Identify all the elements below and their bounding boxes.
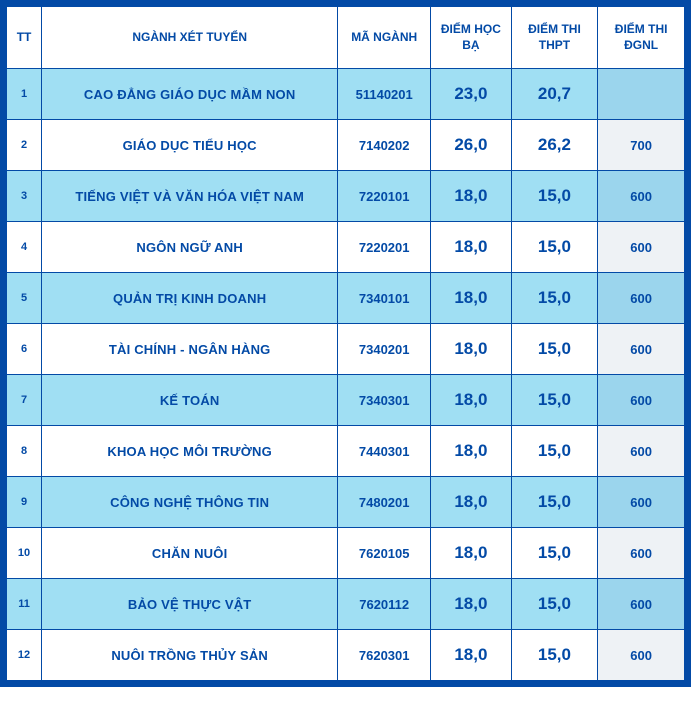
table-row: 1 CAO ĐẲNG GIÁO DỤC MẦM NON 51140201 23,… (7, 69, 685, 120)
cell-code: 7340201 (338, 324, 431, 375)
table-row: 10 CHĂN NUÔI 7620105 18,0 15,0 600 (7, 528, 685, 579)
cell-name: TÀI CHÍNH - NGÂN HÀNG (42, 324, 338, 375)
cell-thpt: 15,0 (511, 171, 598, 222)
cell-tt: 2 (7, 120, 42, 171)
cell-name: TIẾNG VIỆT VÀ VĂN HÓA VIỆT NAM (42, 171, 338, 222)
cell-dgnl: 600 (598, 324, 685, 375)
col-header-thpt: ĐIỂM THI THPT (511, 7, 598, 69)
cell-hb: 18,0 (431, 579, 511, 630)
table-row: 12 NUÔI TRỒNG THỦY SẢN 7620301 18,0 15,0… (7, 630, 685, 681)
cell-dgnl (598, 69, 685, 120)
cell-name: KHOA HỌC MÔI TRƯỜNG (42, 426, 338, 477)
cell-dgnl: 600 (598, 426, 685, 477)
cell-code: 7220201 (338, 222, 431, 273)
cell-code: 7340301 (338, 375, 431, 426)
cell-hb: 18,0 (431, 630, 511, 681)
cell-hb: 23,0 (431, 69, 511, 120)
cell-code: 7340101 (338, 273, 431, 324)
cell-name: NGÔN NGỮ ANH (42, 222, 338, 273)
cell-thpt: 15,0 (511, 222, 598, 273)
table-row: 11 BẢO VỆ THỰC VẬT 7620112 18,0 15,0 600 (7, 579, 685, 630)
cell-hb: 18,0 (431, 528, 511, 579)
cell-hb: 18,0 (431, 426, 511, 477)
cell-tt: 12 (7, 630, 42, 681)
cell-tt: 10 (7, 528, 42, 579)
cell-hb: 18,0 (431, 273, 511, 324)
cell-name: GIÁO DỤC TIỂU HỌC (42, 120, 338, 171)
cell-tt: 7 (7, 375, 42, 426)
cell-hb: 18,0 (431, 171, 511, 222)
cell-name: BẢO VỆ THỰC VẬT (42, 579, 338, 630)
cell-name: CHĂN NUÔI (42, 528, 338, 579)
cell-code: 7140202 (338, 120, 431, 171)
table-row: 5 QUẢN TRỊ KINH DOANH 7340101 18,0 15,0 … (7, 273, 685, 324)
cell-dgnl: 700 (598, 120, 685, 171)
table-row: 8 KHOA HỌC MÔI TRƯỜNG 7440301 18,0 15,0 … (7, 426, 685, 477)
cell-dgnl: 600 (598, 273, 685, 324)
table-row: 2 GIÁO DỤC TIỂU HỌC 7140202 26,0 26,2 70… (7, 120, 685, 171)
cell-tt: 5 (7, 273, 42, 324)
cell-name: CAO ĐẲNG GIÁO DỤC MẦM NON (42, 69, 338, 120)
cell-dgnl: 600 (598, 528, 685, 579)
cell-thpt: 15,0 (511, 273, 598, 324)
cell-tt: 4 (7, 222, 42, 273)
col-header-dgnl: ĐIỂM THI ĐGNL (598, 7, 685, 69)
table-row: 3 TIẾNG VIỆT VÀ VĂN HÓA VIỆT NAM 7220101… (7, 171, 685, 222)
cell-tt: 1 (7, 69, 42, 120)
cell-thpt: 15,0 (511, 324, 598, 375)
cell-thpt: 15,0 (511, 477, 598, 528)
cell-thpt: 15,0 (511, 630, 598, 681)
cell-tt: 3 (7, 171, 42, 222)
cell-hb: 26,0 (431, 120, 511, 171)
cell-code: 7620105 (338, 528, 431, 579)
cell-hb: 18,0 (431, 222, 511, 273)
cell-hb: 18,0 (431, 324, 511, 375)
cell-dgnl: 600 (598, 477, 685, 528)
cell-code: 51140201 (338, 69, 431, 120)
col-header-hb: ĐIỂM HỌC BẠ (431, 7, 511, 69)
table-body: 1 CAO ĐẲNG GIÁO DỤC MẦM NON 51140201 23,… (7, 69, 685, 681)
cell-code: 7620112 (338, 579, 431, 630)
col-header-tt: TT (7, 7, 42, 69)
cell-tt: 11 (7, 579, 42, 630)
admissions-table: TT NGÀNH XÉT TUYỂN MÃ NGÀNH ĐIỂM HỌC BẠ … (6, 6, 685, 681)
table-frame: TT NGÀNH XÉT TUYỂN MÃ NGÀNH ĐIỂM HỌC BẠ … (0, 0, 691, 687)
cell-tt: 9 (7, 477, 42, 528)
cell-dgnl: 600 (598, 375, 685, 426)
cell-thpt: 15,0 (511, 528, 598, 579)
cell-tt: 6 (7, 324, 42, 375)
cell-name: NUÔI TRỒNG THỦY SẢN (42, 630, 338, 681)
cell-code: 7220101 (338, 171, 431, 222)
table-header-row: TT NGÀNH XÉT TUYỂN MÃ NGÀNH ĐIỂM HỌC BẠ … (7, 7, 685, 69)
table-row: 7 KẾ TOÁN 7340301 18,0 15,0 600 (7, 375, 685, 426)
table-row: 4 NGÔN NGỮ ANH 7220201 18,0 15,0 600 (7, 222, 685, 273)
cell-code: 7440301 (338, 426, 431, 477)
cell-name: KẾ TOÁN (42, 375, 338, 426)
cell-name: QUẢN TRỊ KINH DOANH (42, 273, 338, 324)
cell-dgnl: 600 (598, 171, 685, 222)
cell-code: 7480201 (338, 477, 431, 528)
cell-thpt: 15,0 (511, 426, 598, 477)
table-row: 6 TÀI CHÍNH - NGÂN HÀNG 7340201 18,0 15,… (7, 324, 685, 375)
cell-tt: 8 (7, 426, 42, 477)
cell-hb: 18,0 (431, 375, 511, 426)
cell-name: CÔNG NGHỆ THÔNG TIN (42, 477, 338, 528)
cell-dgnl: 600 (598, 579, 685, 630)
cell-thpt: 15,0 (511, 579, 598, 630)
cell-code: 7620301 (338, 630, 431, 681)
col-header-code: MÃ NGÀNH (338, 7, 431, 69)
cell-dgnl: 600 (598, 630, 685, 681)
cell-thpt: 20,7 (511, 69, 598, 120)
cell-thpt: 26,2 (511, 120, 598, 171)
cell-thpt: 15,0 (511, 375, 598, 426)
col-header-name: NGÀNH XÉT TUYỂN (42, 7, 338, 69)
cell-hb: 18,0 (431, 477, 511, 528)
cell-dgnl: 600 (598, 222, 685, 273)
table-row: 9 CÔNG NGHỆ THÔNG TIN 7480201 18,0 15,0 … (7, 477, 685, 528)
